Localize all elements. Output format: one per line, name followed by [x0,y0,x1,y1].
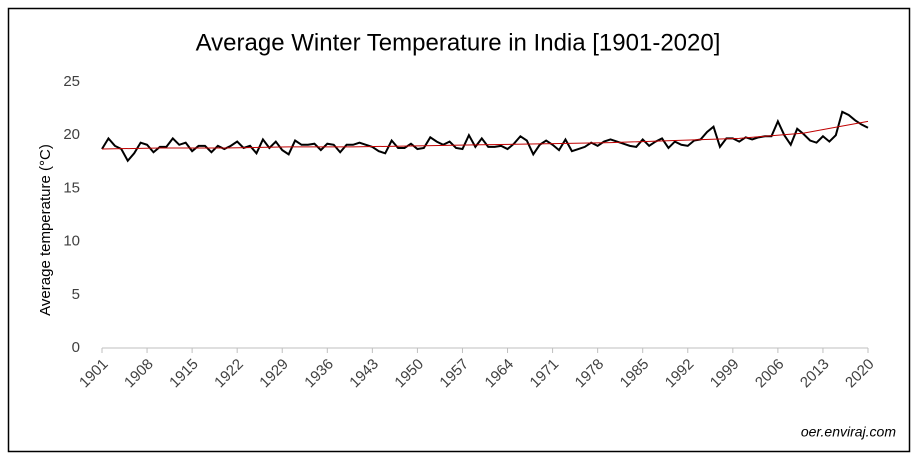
y-tick-label: 5 [72,286,80,303]
trend-line [101,120,869,150]
y-tick-label: 20 [63,126,80,143]
y-tick-label: 0 [72,339,80,356]
chart-title: Average Winter Temperature in India [190… [196,29,721,56]
y-tick-label: 15 [63,179,80,196]
y-tick-label: 25 [63,73,80,90]
frame [7,7,911,453]
y-axis-label: Average temperature (°C) [37,144,54,316]
data-line [101,110,869,163]
y-tick-label: 10 [63,233,80,250]
watermark: oer.enviraj.com [801,424,897,440]
